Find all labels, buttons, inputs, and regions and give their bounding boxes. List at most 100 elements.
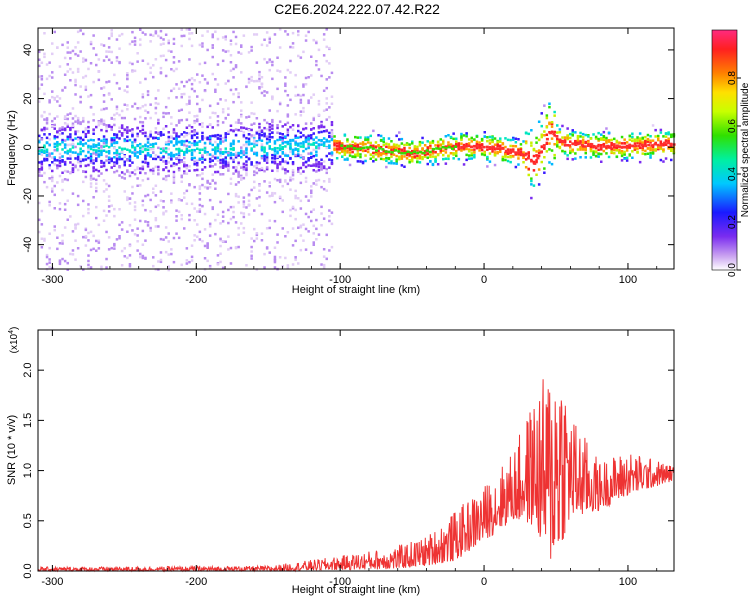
heatmap-cell	[76, 119, 80, 122]
heatmap-cell	[304, 127, 308, 130]
heatmap-cell	[71, 71, 75, 74]
heatmap-cell	[159, 54, 163, 58]
heatmap-cell	[201, 204, 204, 208]
heatmap-cell	[325, 102, 328, 105]
heatmap-cell	[297, 262, 300, 265]
heatmap-cell	[519, 151, 523, 154]
heatmap-cell	[250, 45, 253, 49]
heatmap-cell	[429, 141, 432, 144]
heatmap-cell	[268, 185, 271, 188]
heatmap-cell	[126, 139, 129, 143]
heatmap-cell	[390, 140, 393, 143]
heatmap-cell	[271, 77, 274, 81]
heatmap-cell	[107, 80, 111, 83]
heatmap-cell	[265, 135, 269, 138]
heatmap-cell	[563, 139, 567, 142]
heatmap-cell	[216, 263, 220, 266]
heatmap-cell	[289, 98, 292, 102]
heatmap-cell	[159, 43, 163, 46]
heatmap-cell	[164, 210, 168, 213]
heatmap-cell	[188, 111, 191, 114]
heatmap-cell	[263, 157, 266, 160]
heatmap-cell	[263, 150, 266, 154]
heatmap-cell	[208, 157, 212, 161]
heatmap-cell	[307, 138, 310, 141]
heatmap-cell	[411, 158, 414, 161]
heatmap-cell	[315, 218, 318, 222]
heatmap-cell	[115, 169, 119, 173]
heatmap-cell	[185, 118, 189, 122]
heatmap-cell	[159, 260, 163, 264]
heatmap-cell	[79, 121, 82, 124]
heatmap-cell	[649, 135, 652, 138]
heatmap-cell	[242, 152, 246, 155]
heatmap-cell	[284, 123, 287, 126]
heatmap-cell	[146, 148, 150, 152]
heatmap-cell	[509, 155, 512, 159]
heatmap-cell	[118, 87, 121, 90]
heatmap-cell	[113, 170, 116, 174]
heatmap-cell	[245, 85, 248, 88]
heatmap-cell	[385, 142, 388, 145]
heatmap-cell	[208, 234, 212, 237]
heatmap-cell	[221, 240, 225, 243]
heatmap-cell	[146, 141, 150, 144]
heatmap-cell	[38, 201, 41, 205]
heatmap-cell	[431, 163, 435, 167]
heatmap-cell	[253, 209, 256, 212]
heatmap-cell	[258, 86, 261, 89]
heatmap-cell	[216, 159, 220, 162]
heatmap-cell	[227, 49, 230, 53]
heatmap-cell	[442, 157, 445, 161]
heatmap-cell	[170, 68, 173, 71]
heatmap-cell	[87, 67, 90, 71]
heatmap-cell	[214, 182, 217, 185]
heatmap-cell	[354, 144, 357, 148]
heatmap-cell	[646, 152, 650, 155]
heatmap-cell	[659, 146, 663, 149]
heatmap-cell	[587, 144, 591, 147]
heatmap-cell	[136, 240, 139, 243]
heatmap-cell	[61, 188, 64, 192]
heatmap-cell	[467, 154, 471, 157]
heatmap-cell	[164, 250, 168, 254]
heatmap-cell	[284, 235, 287, 238]
heatmap-cell	[286, 121, 290, 125]
heatmap-cell	[185, 247, 189, 250]
heatmap-cell	[227, 169, 230, 172]
heatmap-cell	[467, 148, 471, 151]
heatmap-cell	[649, 151, 652, 155]
heatmap-cell	[128, 263, 132, 266]
heatmap-cell	[87, 208, 90, 211]
heatmap-cell	[330, 245, 334, 249]
heatmap-cell	[576, 139, 580, 142]
heatmap-cell	[612, 143, 616, 147]
heatmap-cell	[131, 128, 134, 131]
heatmap-cell	[214, 232, 217, 236]
heatmap-cell	[636, 141, 639, 145]
heatmap-cell	[120, 126, 124, 130]
heatmap-cell	[58, 156, 62, 159]
heatmap-cell	[315, 150, 318, 153]
heatmap-cell	[403, 143, 406, 147]
heatmap-cell	[289, 146, 292, 150]
heatmap-cell	[273, 259, 277, 262]
heatmap-cell	[479, 146, 483, 150]
heatmap-cell	[102, 86, 106, 89]
heatmap-cell	[63, 122, 67, 125]
heatmap-cell	[141, 124, 145, 128]
heatmap-cell	[394, 149, 397, 152]
heatmap-cell	[278, 136, 282, 139]
heatmap-cell	[133, 154, 137, 157]
heatmap-cell	[56, 247, 59, 251]
heatmap-cell	[278, 120, 282, 123]
heatmap-cell	[416, 157, 419, 160]
heatmap-cell	[338, 141, 341, 145]
heatmap-cell	[144, 134, 147, 138]
heatmap-cell	[543, 147, 546, 150]
heatmap-cell	[291, 207, 295, 210]
heatmap-cell	[92, 143, 95, 146]
heatmap-cell	[265, 137, 269, 141]
heatmap-cell	[265, 167, 269, 170]
heatmap-cell	[596, 145, 600, 148]
